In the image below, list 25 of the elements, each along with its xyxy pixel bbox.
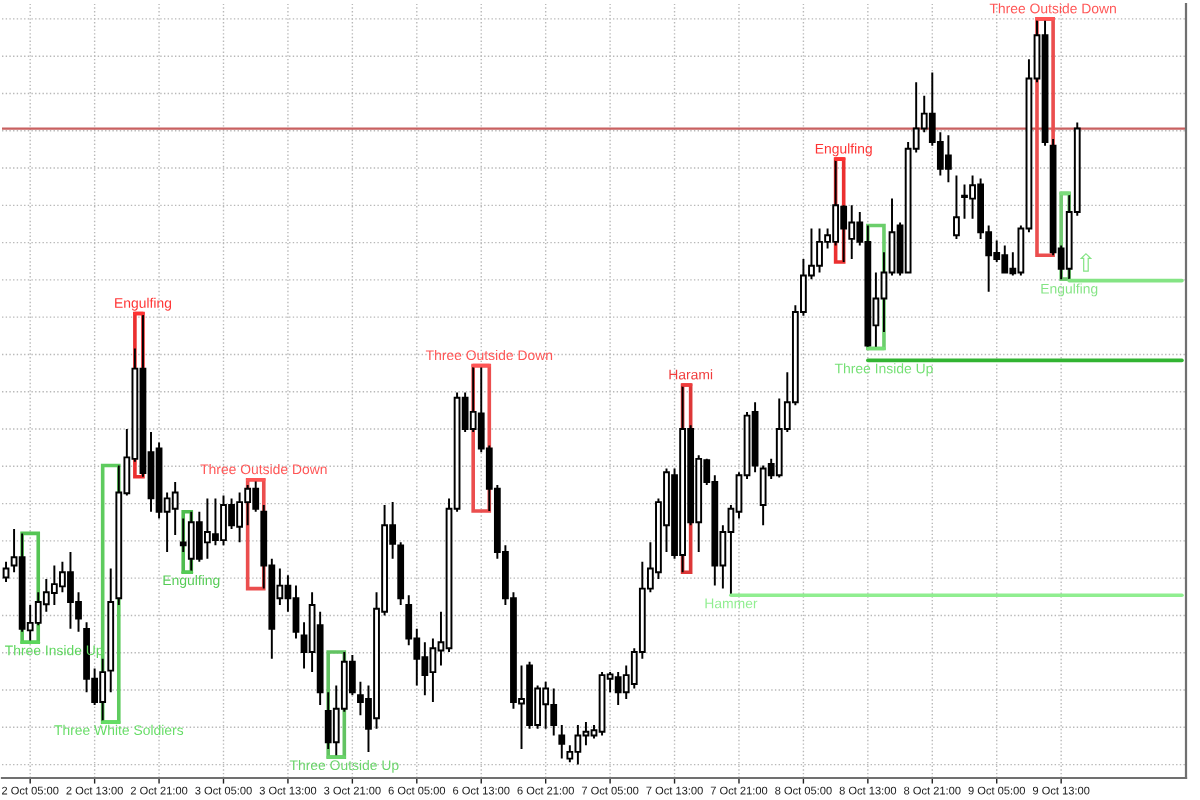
candlestick	[945, 134, 952, 184]
candlestick	[550, 687, 558, 737]
candlestick	[759, 464, 767, 527]
candlestick	[598, 671, 606, 737]
candlestick	[50, 564, 58, 606]
candlestick	[751, 401, 759, 474]
annotation: ⇧	[1079, 252, 1093, 272]
candlestick	[1041, 17, 1049, 147]
candlestick	[204, 497, 211, 560]
candlestick	[220, 494, 227, 547]
candlestick	[816, 227, 823, 274]
candlestick	[953, 174, 960, 240]
candlestick	[18, 532, 26, 633]
candlestick	[848, 204, 856, 260]
candlestick	[187, 510, 195, 574]
candlestick	[67, 551, 74, 630]
candlestick	[1001, 244, 1009, 275]
candlestick	[542, 680, 550, 730]
candlestick	[679, 384, 686, 574]
candlestick	[558, 724, 566, 760]
candlestick	[961, 183, 968, 220]
candlestick	[2, 560, 10, 583]
candlestick	[614, 671, 622, 706]
candlestick	[236, 491, 243, 544]
candlestick	[574, 724, 582, 766]
